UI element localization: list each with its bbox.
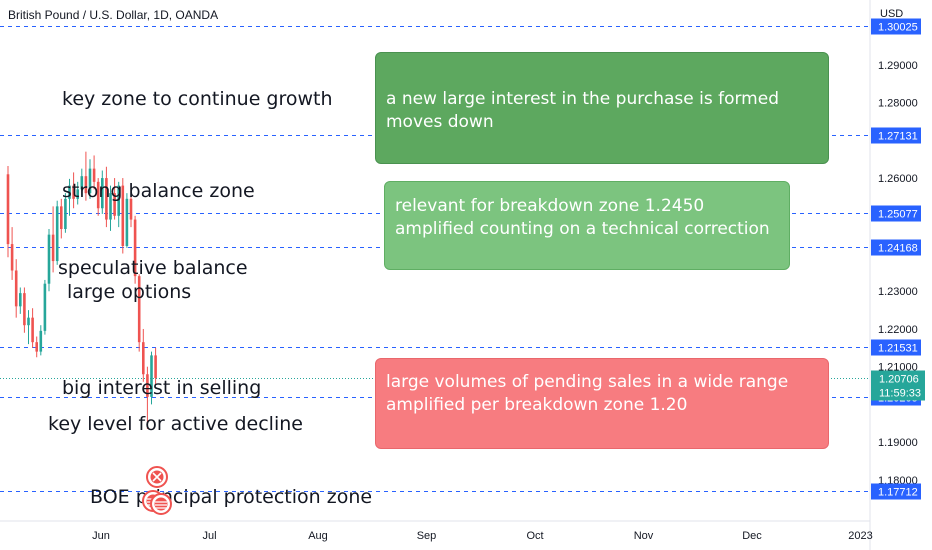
note-mid-line-1: relevant for breakdown zone 1.2450 bbox=[395, 196, 705, 216]
candle-body bbox=[121, 185, 125, 246]
price-level-tag-label: 1.27131 bbox=[878, 131, 918, 143]
annotation-key-zone: key zone to continue growth bbox=[62, 88, 333, 110]
candle-body bbox=[27, 317, 30, 326]
y-tick-label: 1.22000 bbox=[878, 324, 918, 336]
price-level-tag-label: 1.21531 bbox=[878, 343, 918, 355]
note-bottom-line-1: large volumes of pending sales in a wide… bbox=[386, 372, 789, 392]
annotation-strong-balance: strong balance zone bbox=[62, 180, 255, 202]
x-tick-label: Nov bbox=[634, 530, 654, 542]
candle-body bbox=[35, 342, 38, 352]
current-price-tag bbox=[871, 370, 925, 401]
candle-body bbox=[6, 174, 10, 245]
y-tick-label: 1.26000 bbox=[878, 173, 918, 185]
price-level-tag bbox=[871, 127, 921, 144]
candle-body bbox=[51, 234, 55, 262]
annotation-speculative-balance: speculative balance bbox=[58, 257, 248, 279]
x-tick-label: 2023 bbox=[848, 530, 872, 542]
note-bottom-line-2: amplified per breakdown zone 1.20 bbox=[386, 395, 688, 415]
price-level-tags: 1.300251.271311.250771.241681.215311.202… bbox=[871, 18, 925, 500]
price-level-tag bbox=[871, 205, 921, 222]
note-top-dark-green[interactable]: a new large interest in the purchase is … bbox=[375, 52, 829, 164]
candle-body bbox=[55, 206, 59, 262]
y-tick-label: 1.19000 bbox=[878, 437, 918, 449]
note-mid-light-green[interactable]: relevant for breakdown zone 1.2450 ampli… bbox=[384, 181, 790, 270]
candle-body bbox=[137, 276, 141, 343]
annotation-boe: BOE principal protection zone bbox=[90, 486, 373, 508]
eu-flag-event-icon[interactable] bbox=[150, 493, 172, 515]
annotation-large-options: large options bbox=[67, 281, 192, 303]
annotation-key-level: key level for active decline bbox=[48, 413, 303, 435]
candle-body bbox=[43, 283, 47, 331]
candle-body bbox=[146, 374, 149, 397]
candle-body bbox=[133, 219, 137, 277]
candle-body bbox=[19, 293, 22, 307]
y-tick-label: 1.28000 bbox=[878, 98, 918, 110]
price-level-tag bbox=[871, 483, 921, 500]
note-top-line-2: moves down bbox=[386, 112, 494, 132]
candle-body bbox=[72, 185, 75, 199]
candle-body bbox=[80, 176, 84, 190]
current-price-countdown: 11:59:33 bbox=[879, 388, 921, 400]
candle-body bbox=[76, 189, 79, 199]
uk-flag-event-icon[interactable] bbox=[146, 466, 168, 488]
candle-body bbox=[23, 293, 26, 326]
symbol-title: British Pound / U.S. Dollar, 1D, OANDA bbox=[8, 8, 219, 22]
price-level-tag-label: 1.30025 bbox=[878, 22, 918, 34]
candle-body bbox=[84, 176, 88, 194]
candle-body bbox=[14, 270, 18, 307]
candle-body bbox=[101, 178, 104, 209]
annotation-big-interest: big interest in selling bbox=[62, 377, 262, 399]
candle-body bbox=[105, 178, 108, 220]
price-level-tag bbox=[871, 18, 921, 35]
candle-body bbox=[64, 198, 67, 229]
candle-body bbox=[125, 198, 129, 246]
candle-body bbox=[117, 185, 120, 216]
time-axis[interactable]: Jun Jul Aug Sep Oct Nov Dec 2023 bbox=[92, 530, 873, 542]
price-level-tag-label: 1.25077 bbox=[878, 209, 918, 221]
x-tick-label: Oct bbox=[526, 530, 543, 542]
x-tick-label: Dec bbox=[742, 530, 762, 542]
candles bbox=[6, 151, 157, 429]
x-tick-label: Jun bbox=[92, 530, 110, 542]
price-level-tag bbox=[871, 339, 921, 356]
candle-body bbox=[129, 198, 133, 220]
axis-unit-label: USD bbox=[880, 8, 904, 20]
candle-body bbox=[154, 355, 157, 379]
candle-body bbox=[31, 317, 34, 343]
current-price-label: 1.20706 bbox=[879, 374, 919, 386]
price-level-tag-label: 1.17712 bbox=[878, 487, 918, 499]
candle-body bbox=[47, 234, 51, 284]
candle-body bbox=[10, 244, 14, 271]
candle-body bbox=[68, 185, 71, 199]
y-tick-label: 1.29000 bbox=[878, 60, 918, 72]
x-tick-label: Jul bbox=[202, 530, 216, 542]
x-tick-label: Aug bbox=[308, 530, 328, 542]
candle-body bbox=[92, 168, 96, 182]
note-mid-line-2: amplified counting on a technical correc… bbox=[395, 219, 770, 239]
candle-body bbox=[96, 181, 100, 209]
candle-body bbox=[113, 193, 116, 216]
candle-body bbox=[60, 206, 63, 229]
candle-body bbox=[88, 168, 92, 194]
x-tick-label: Sep bbox=[417, 530, 437, 542]
candle-body bbox=[142, 342, 145, 375]
note-top-line-1: a new large interest in the purchase is … bbox=[386, 89, 779, 109]
price-axis[interactable]: 1.290001.280001.260001.230001.220001.210… bbox=[878, 60, 918, 487]
candle-body bbox=[150, 355, 153, 397]
y-tick-label: 1.23000 bbox=[878, 286, 918, 298]
candle-body bbox=[39, 330, 43, 352]
price-level-tag-label: 1.24168 bbox=[878, 243, 918, 255]
candle-body bbox=[109, 193, 112, 220]
note-bottom-red[interactable]: large volumes of pending sales in a wide… bbox=[375, 358, 829, 449]
price-level-tag bbox=[871, 239, 921, 256]
